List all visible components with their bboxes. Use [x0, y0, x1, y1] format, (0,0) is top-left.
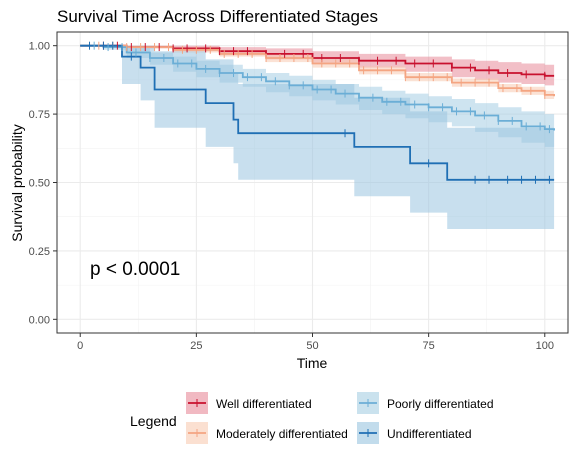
censor-marks [89, 41, 550, 184]
plot-border [56, 31, 569, 334]
band-well-differentiated [80, 45, 555, 86]
x-tick-label: 75 [423, 340, 435, 352]
band-undifferentiated [80, 45, 555, 230]
legend: Well differentiated Moderately differenti… [186, 392, 494, 444]
x-tick-label: 0 [77, 340, 83, 352]
chart-title: Survival Time Across Differentiated Stag… [57, 7, 378, 26]
legend-label-poorly-differentiated: Poorly differentiated [387, 397, 494, 411]
legend-label-moderately-differentiated: Moderately differentiated [216, 427, 348, 441]
axes: 0 25 50 75 100 0.00 0.25 0.50 0.75 1.00 [29, 31, 569, 352]
y-tick-label: 1.00 [29, 41, 50, 53]
x-axis-label: Time [297, 355, 328, 371]
curve-undifferentiated [80, 44, 555, 181]
confidence-bands [80, 45, 555, 230]
y-tick-label: 0.25 [29, 246, 50, 258]
y-axis-label: Survival probability [9, 124, 25, 242]
y-tick-label: 0.75 [29, 109, 50, 121]
legend-label-undifferentiated: Undifferentiated [387, 427, 472, 441]
x-tick-label: 50 [306, 340, 318, 352]
legend-item-well-differentiated: Well differentiated [186, 392, 312, 414]
legend-item-moderately-differentiated: Moderately differentiated [186, 422, 348, 444]
legend-label-well-differentiated: Well differentiated [216, 397, 312, 411]
curve-poorly-differentiated [80, 44, 555, 131]
legend-item-undifferentiated: Undifferentiated [357, 422, 472, 444]
p-value-annotation: p < 0.0001 [90, 259, 180, 280]
x-tick-label: 25 [190, 340, 202, 352]
legend-item-poorly-differentiated: Poorly differentiated [357, 392, 494, 414]
legend-title: Legend [130, 413, 177, 429]
y-tick-label: 0.00 [29, 314, 50, 326]
x-tick-label: 100 [536, 340, 554, 352]
curve-well-differentiated [80, 44, 555, 77]
y-tick-label: 0.50 [29, 178, 50, 190]
